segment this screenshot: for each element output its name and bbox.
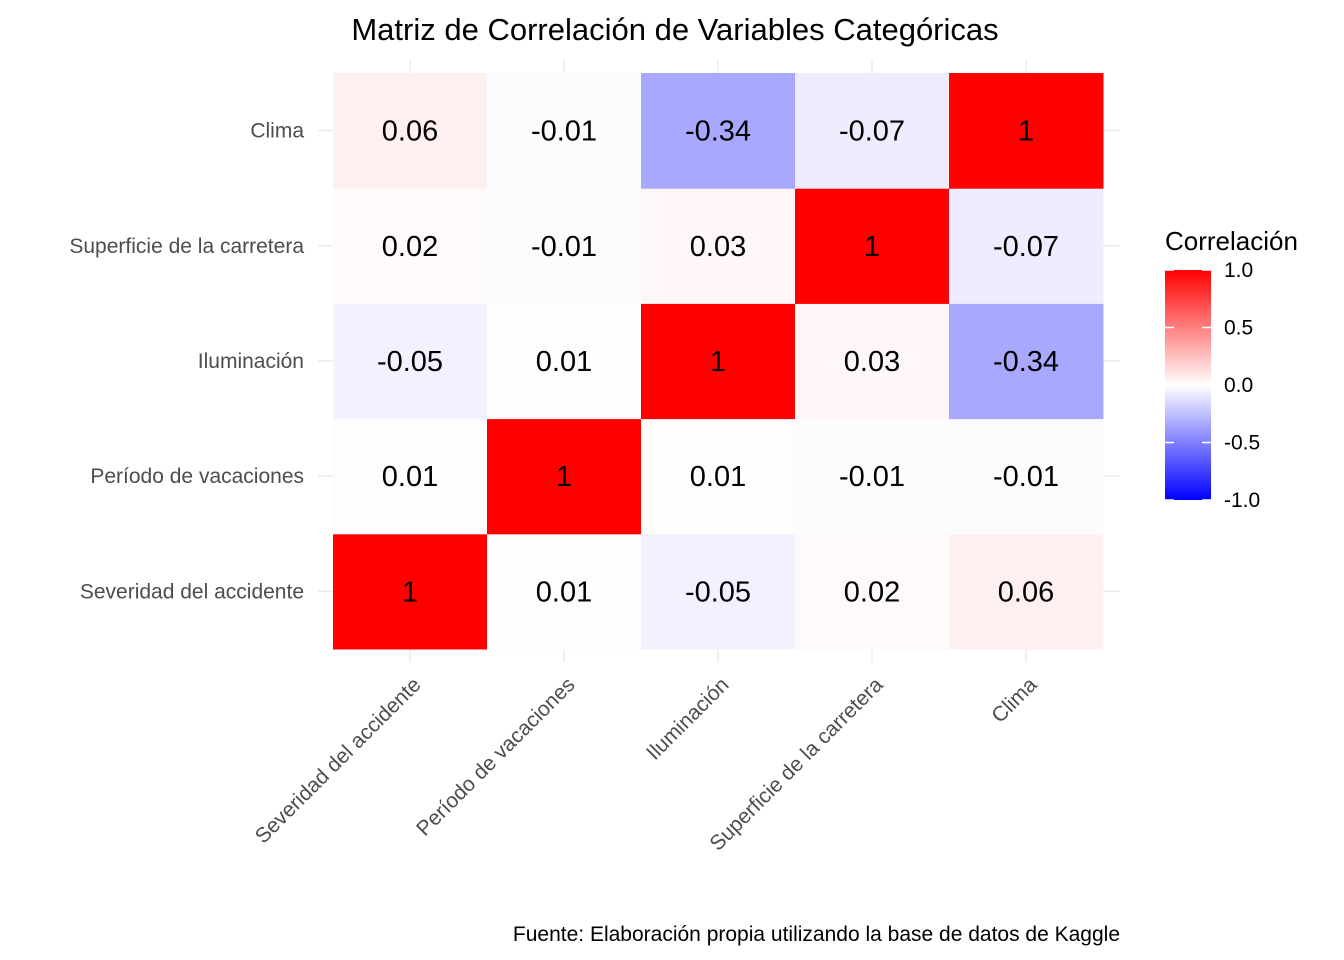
heatmap-cell [795, 73, 950, 189]
y-tick-label: Período de vacaciones [90, 465, 304, 488]
cell-value-label: 0.01 [382, 461, 438, 493]
x-tick-label: Superficie de la carretera [705, 673, 887, 855]
heatmap-cell [641, 303, 796, 420]
cell-value-label: -0.07 [839, 116, 905, 148]
legend-tick-label: -0.5 [1224, 432, 1260, 455]
cell-value-label: -0.34 [685, 116, 751, 148]
y-axis-labels: Severidad del accidente Período de vacaci… [69, 120, 304, 604]
heatmap-cell [949, 73, 1104, 189]
legend-tick-label: 0.0 [1224, 374, 1253, 397]
heatmap-cell [795, 303, 950, 420]
chart-title: Matriz de Correlación de Variables Categ… [351, 12, 998, 47]
cell-value-label: -0.01 [531, 231, 597, 263]
heatmap-cell [487, 533, 642, 650]
heatmap-cell [795, 418, 950, 535]
heatmap-cell [487, 73, 642, 189]
cell-value-label: -0.01 [993, 461, 1059, 493]
cell-value-label: 0.06 [998, 576, 1054, 608]
heatmap-cell [641, 73, 796, 189]
heatmap-cell [949, 188, 1104, 304]
heatmap-cells: 1 0.01 -0.05 0.02 0.06 0.01 1 0.01 -0.01 -0.01 -0.… [333, 73, 1104, 650]
heatmap-cell [333, 418, 488, 535]
cell-value-label: 0.03 [690, 231, 746, 263]
legend-tick-label: 0.5 [1224, 317, 1253, 340]
heatmap-cell [641, 188, 796, 304]
heatmap-cell [333, 303, 488, 420]
heatmap-cell [333, 533, 488, 650]
cell-value-label: -0.07 [993, 231, 1059, 263]
x-tick-label: Severidad del accidente [251, 673, 426, 848]
y-tick-label: Iluminación [198, 350, 304, 373]
legend-tick-label: 1.0 [1224, 259, 1253, 282]
heatmap-cell [641, 533, 796, 650]
cell-value-label: -0.01 [839, 461, 905, 493]
heatmap-cell [487, 303, 642, 420]
cell-value-label: 1 [556, 461, 572, 493]
y-tick-label: Severidad del accidente [80, 580, 304, 603]
heatmap-cell [333, 73, 488, 189]
chart-caption: Fuente: Elaboración propia utilizando la… [513, 923, 1120, 946]
heatmap-cell [949, 533, 1104, 650]
cell-value-label: 1 [864, 231, 880, 263]
cell-value-label: 1 [710, 346, 726, 378]
cell-value-label: 0.01 [536, 576, 592, 608]
y-tick-label: Clima [250, 120, 304, 143]
cell-value-label: 0.01 [690, 461, 746, 493]
heatmap-cell [949, 418, 1104, 535]
cell-value-label: 0.02 [844, 576, 900, 608]
cell-value-label: 1 [1018, 116, 1034, 148]
y-tick-label: Superficie de la carretera [69, 235, 304, 258]
cell-value-label: -0.01 [531, 116, 597, 148]
heatmap-cell [641, 418, 796, 535]
heatmap-cell [333, 188, 488, 304]
heatmap-cell [949, 303, 1104, 420]
heatmap-cell [487, 188, 642, 304]
cell-value-label: -0.05 [685, 576, 751, 608]
heatmap-cell [487, 418, 642, 535]
legend-title: Correlación [1165, 226, 1298, 256]
x-tick-label: Período de vacaciones [412, 673, 579, 840]
cell-value-label: -0.34 [993, 346, 1059, 378]
heatmap-cell [795, 188, 950, 304]
x-tick-label: Iluminación [642, 673, 733, 764]
cell-value-label: 0.03 [844, 346, 900, 378]
cell-value-label: 0.02 [382, 231, 438, 263]
x-tick-label: Clima [987, 673, 1041, 727]
legend: Correlación 1.0 0.5 0.0 -0.5 -1.0 [1165, 226, 1298, 512]
cell-value-label: 1 [402, 576, 418, 608]
cell-value-label: 0.01 [536, 346, 592, 378]
legend-tick-label: -1.0 [1224, 489, 1260, 512]
cell-value-label: -0.05 [377, 346, 443, 378]
heatmap-cell [795, 533, 950, 650]
cell-value-label: 0.06 [382, 116, 438, 148]
